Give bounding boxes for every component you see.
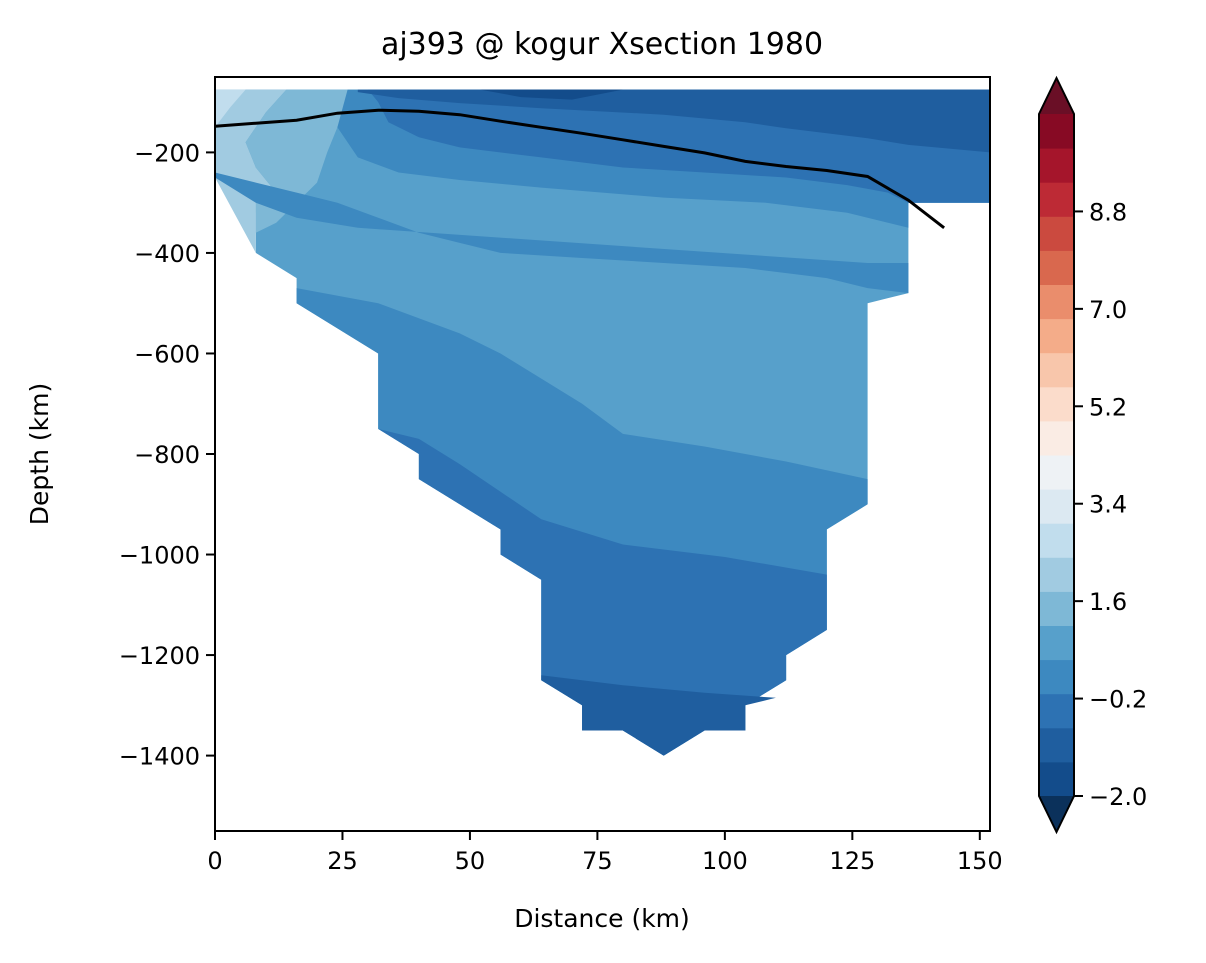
y-axis: −200 −400 −600 −800 −1000 −1200 −1400 (119, 139, 215, 771)
contour-band (541, 675, 776, 756)
x-tick-label: 125 (829, 847, 875, 875)
y-tick-label: −200 (134, 139, 200, 167)
colorbar-segment (1039, 250, 1074, 285)
colorbar-segment (1039, 284, 1074, 320)
contour-band (378, 428, 827, 756)
x-axis: 0 25 50 75 100 125 150 (207, 831, 1003, 875)
x-tick-label: 100 (702, 847, 748, 875)
y-tick-label: −600 (134, 340, 200, 368)
colorbar-extend-min (1039, 796, 1074, 832)
y-tick-label: −1400 (119, 743, 200, 771)
x-tick-label: 150 (957, 847, 1003, 875)
contour-band (215, 89, 246, 128)
colorbar-segment (1039, 659, 1074, 695)
cross-section-fill (215, 89, 990, 756)
y-axis-title: Depth (km) (25, 383, 54, 525)
colorbar-segment (1039, 591, 1074, 626)
colorbar-segment (1039, 727, 1074, 763)
colorbar-tick-label: 1.6 (1089, 588, 1127, 616)
y-tick-label: −800 (134, 441, 200, 469)
x-tick-label: 50 (455, 847, 486, 875)
contour-band (215, 172, 909, 294)
colorbar-tick-label: 7.0 (1089, 296, 1127, 324)
colorbar-extend-max (1039, 78, 1074, 114)
colorbar-segment (1039, 318, 1074, 354)
colorbar-segment (1039, 693, 1074, 729)
x-tick-label: 25 (327, 847, 358, 875)
colorbar-segment (1039, 489, 1074, 524)
colorbar-tick-label: 8.8 (1089, 198, 1127, 226)
colorbar-tick-label: −0.2 (1089, 686, 1147, 714)
colorbar-segment (1039, 523, 1074, 558)
colorbar-tick-label: −2.0 (1089, 783, 1147, 811)
plot-area (215, 77, 990, 831)
colorbar-segment (1039, 455, 1074, 490)
y-tick-label: −400 (134, 240, 200, 268)
colorbar-segment (1039, 216, 1074, 251)
colorbar-segment (1039, 114, 1074, 149)
chart-title: aj393 @ kogur Xsection 1980 (381, 27, 823, 62)
colorbar-segment (1039, 420, 1074, 456)
colorbar-segment (1039, 386, 1074, 422)
colorbar-segment (1039, 761, 1074, 797)
colorbar-tick-label: 3.4 (1089, 491, 1127, 519)
colorbar-segment (1039, 148, 1074, 183)
x-tick-label: 75 (582, 847, 613, 875)
y-tick-label: −1200 (119, 642, 200, 670)
x-axis-title: Distance (km) (514, 904, 690, 933)
contour-band (480, 89, 623, 100)
y-tick-label: −1000 (119, 542, 200, 570)
colorbar: −2.0 −0.2 1.6 3.4 5.2 7.0 8.8 (1038, 75, 1147, 835)
colorbar-segment (1039, 557, 1074, 592)
colorbar-tick-label: 5.2 (1089, 393, 1127, 421)
contour-band (357, 89, 990, 153)
colorbar-segment (1039, 625, 1074, 661)
colorbar-segment (1039, 182, 1074, 217)
contour-band (215, 89, 287, 253)
boundary-line (215, 108, 946, 229)
colorbar-segment (1039, 352, 1074, 388)
x-tick-label: 0 (207, 847, 222, 875)
